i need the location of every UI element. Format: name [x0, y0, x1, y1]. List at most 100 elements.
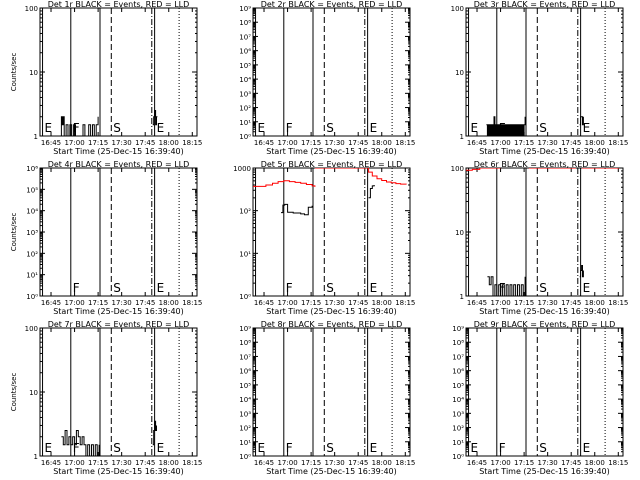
plot-frame	[252, 7, 411, 137]
events-series-line	[579, 116, 584, 126]
events-series-line	[61, 430, 100, 456]
x-tick-label: 18:00	[585, 299, 605, 307]
panel-title: Det 1r BLACK = Events, RED = LLD	[48, 0, 190, 9]
marker-label: S	[539, 121, 547, 135]
marker-label: S	[326, 441, 334, 455]
x-tick-label: 17:00	[490, 459, 510, 467]
panel-title: Det 4r BLACK = Events, RED = LLD	[48, 160, 190, 169]
x-tick-label: 17:15	[88, 459, 108, 467]
plot-frame	[252, 167, 411, 297]
y-tick-label: 10²	[26, 250, 38, 258]
panel-title: Det 7r BLACK = Events, RED = LLD	[48, 320, 190, 329]
y-tick-label: 10¹	[452, 439, 464, 447]
y-axis-label: Counts/sec	[10, 213, 18, 252]
x-axis-label: Start Time (25-Dec-15 16:39:40)	[266, 467, 397, 476]
x-tick-label: 18:00	[372, 139, 392, 147]
series-group	[61, 420, 157, 456]
x-tick-label: 17:00	[277, 459, 297, 467]
marker-label: F	[499, 441, 506, 455]
x-tick-label: 18:00	[372, 459, 392, 467]
marker-label: S	[113, 281, 121, 295]
x-tick-label: 18:15	[608, 139, 628, 147]
x-tick-label: 17:15	[514, 139, 534, 147]
y-tick-label: 10	[29, 69, 38, 77]
y-tick-label: 10²	[239, 208, 251, 216]
x-axis-label: Start Time (25-Dec-15 16:39:40)	[479, 147, 610, 156]
x-tick-label: 17:30	[112, 459, 132, 467]
y-tick-label: 10⁶	[26, 165, 38, 173]
x-tick-label: 17:30	[112, 299, 132, 307]
x-tick-label: 17:00	[490, 299, 510, 307]
lld-series-line	[253, 180, 316, 187]
series-group	[466, 168, 620, 296]
lld-series-line	[365, 168, 407, 185]
x-tick-label: 17:45	[135, 299, 155, 307]
marker-label: E	[258, 121, 266, 135]
marker-label: E	[370, 441, 378, 455]
x-tick-label: 18:00	[585, 459, 605, 467]
y-tick-label: 1	[460, 133, 464, 141]
panel-title: Det 3r BLACK = Events, RED = LLD	[474, 0, 616, 9]
y-tick-label: 1	[460, 293, 464, 301]
x-tick-label: 17:15	[514, 299, 534, 307]
panel-title: Det 8r BLACK = Events, RED = LLD	[261, 320, 403, 329]
x-tick-label: 16:45	[467, 139, 487, 147]
y-tick-label: 10³	[239, 410, 251, 418]
marker-label: E	[157, 121, 165, 135]
y-tick-label: 10⁸	[239, 339, 251, 347]
series-group	[486, 116, 584, 136]
x-tick-label: 18:15	[182, 299, 202, 307]
x-tick-label: 17:00	[277, 139, 297, 147]
y-tick-label: 100	[451, 5, 464, 13]
marker-label: S	[326, 121, 334, 135]
x-tick-label: 18:00	[159, 139, 179, 147]
y-tick-label: 100	[451, 165, 464, 173]
plot-frame	[465, 327, 624, 457]
y-tick-label: 100	[25, 325, 38, 333]
y-tick-label: 10²	[239, 425, 251, 433]
y-tick-label: 10⁶	[239, 48, 251, 56]
y-tick-label: 10⁵	[26, 186, 38, 194]
y-tick-label: 10	[455, 229, 464, 237]
events-series-line	[59, 116, 99, 136]
plot-frame	[39, 167, 198, 297]
y-tick-label: 10¹	[239, 250, 251, 258]
x-tick-label: 17:00	[490, 139, 510, 147]
y-tick-label: 10⁴	[26, 208, 38, 216]
marker-label: E	[370, 121, 378, 135]
x-tick-label: 17:30	[325, 459, 345, 467]
x-tick-label: 16:45	[254, 139, 274, 147]
y-tick-label: 1	[34, 453, 38, 461]
marker-label: F	[286, 441, 293, 455]
marker-label: E	[471, 441, 479, 455]
y-tick-label: 10⁸	[239, 19, 251, 27]
x-tick-label: 18:15	[182, 139, 202, 147]
y-tick-label: 10⁶	[239, 368, 251, 376]
y-tick-label: 10⁷	[239, 353, 251, 361]
marker-label: F	[73, 441, 80, 455]
x-axis-label: Start Time (25-Dec-15 16:39:40)	[479, 467, 610, 476]
plot-frame	[252, 327, 411, 457]
marker-label: S	[113, 441, 121, 455]
x-axis-label: Start Time (25-Dec-15 16:39:40)	[266, 307, 397, 316]
y-tick-label: 10³	[452, 410, 464, 418]
y-tick-label: 10⁵	[239, 382, 251, 390]
events-series-line	[368, 185, 375, 199]
marker-label: E	[583, 441, 591, 455]
marker-label: F	[286, 121, 293, 135]
x-tick-label: 17:00	[64, 139, 84, 147]
x-tick-label: 17:45	[561, 299, 581, 307]
panel-title: Det 5r BLACK = Events, RED = LLD	[261, 160, 403, 169]
series-group	[253, 168, 407, 216]
x-tick-label: 17:15	[301, 459, 321, 467]
y-tick-label: 100	[25, 5, 38, 13]
y-tick-label: 10⁰	[239, 133, 251, 141]
x-tick-label: 17:45	[561, 459, 581, 467]
marker-label: E	[45, 121, 53, 135]
x-tick-label: 18:00	[159, 459, 179, 467]
marker-label: F	[73, 121, 80, 135]
marker-label: E	[45, 441, 53, 455]
x-tick-label: 17:45	[348, 299, 368, 307]
